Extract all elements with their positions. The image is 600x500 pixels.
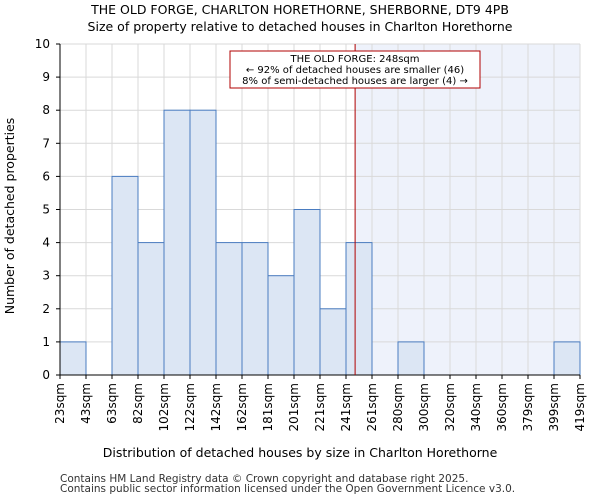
x-tick-label: 142sqm [209, 383, 223, 431]
x-tick-label: 181sqm [261, 383, 275, 431]
bar [241, 242, 269, 376]
bar [137, 242, 165, 376]
y-tick-label: 7 [42, 136, 50, 150]
bar [319, 308, 347, 376]
x-tick-label: 280sqm [391, 383, 405, 431]
x-tick-label: 23sqm [53, 383, 67, 424]
y-axis-label: Number of detached properties [2, 118, 17, 315]
bar [163, 109, 191, 376]
y-tick-label: 6 [42, 169, 50, 183]
x-tick-label: 122sqm [183, 383, 197, 431]
x-tick-label: 43sqm [79, 383, 93, 424]
chart-subtitle: Size of property relative to detached ho… [87, 19, 513, 34]
x-tick-label: 201sqm [287, 383, 301, 431]
y-tick-label: 8 [42, 103, 50, 117]
bar [553, 341, 581, 376]
x-axis-label: Distribution of detached houses by size … [103, 445, 498, 460]
x-tick-label: 399sqm [547, 383, 561, 431]
bar [189, 109, 217, 376]
x-tick-label: 379sqm [521, 383, 535, 431]
x-tick-label: 360sqm [495, 383, 509, 431]
y-tick-label: 10 [35, 37, 50, 51]
y-tick-label: 2 [42, 302, 50, 316]
annotation-larger: 8% of semi-detached houses are larger (4… [242, 76, 468, 87]
bar [215, 242, 243, 376]
y-tick-label: 3 [42, 269, 50, 283]
x-tick-label: 300sqm [417, 383, 431, 431]
bar [345, 242, 373, 376]
annotation-box [229, 50, 481, 89]
x-tick-label: 261sqm [365, 383, 379, 431]
x-tick-label: 63sqm [105, 383, 119, 424]
x-tick-label: 340sqm [469, 383, 483, 431]
y-tick-label: 0 [42, 368, 50, 382]
bar [111, 175, 139, 376]
x-tick-label: 221sqm [313, 383, 327, 431]
chart-title: THE OLD FORGE, CHARLTON HORETHORNE, SHER… [91, 2, 509, 17]
x-tick-label: 241sqm [339, 383, 353, 431]
bar [293, 209, 321, 376]
footer-licence: Contains public sector information licen… [60, 483, 516, 495]
annotation-title: THE OLD FORGE: 248sqm [289, 54, 419, 65]
annotation-smaller: ← 92% of detached houses are smaller (46… [246, 65, 464, 76]
x-tick-label: 102sqm [157, 383, 171, 431]
footer-copyright: Contains HM Land Registry data © Crown c… [60, 473, 469, 485]
x-tick-label: 82sqm [131, 383, 145, 424]
x-tick-label: 419sqm [573, 383, 587, 431]
y-tick-label: 1 [42, 335, 50, 349]
bar [267, 275, 295, 376]
bar [397, 341, 425, 376]
y-tick-label: 4 [42, 236, 50, 250]
y-tick-label: 9 [42, 70, 50, 84]
x-tick-label: 320sqm [443, 383, 457, 431]
y-tick-label: 5 [42, 203, 50, 217]
x-tick-label: 162sqm [235, 383, 249, 431]
bar [59, 341, 87, 376]
